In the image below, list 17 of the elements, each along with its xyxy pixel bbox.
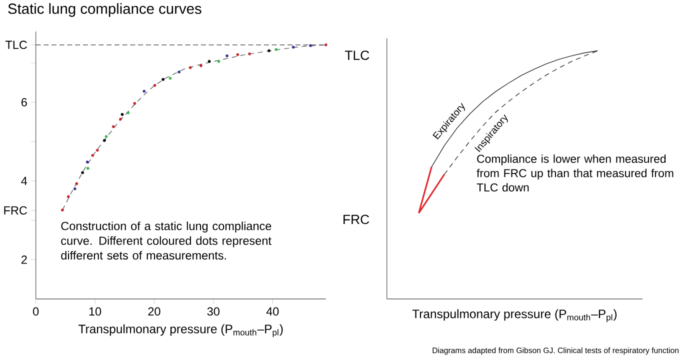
x-tick-label: 20 <box>148 307 160 316</box>
x-tick-label: 40 <box>266 307 279 316</box>
y-tick-label: TLC <box>5 40 27 50</box>
x-axis-title: Transpulmonary pressure (P$_{mouth}$–P$_{pl}$) <box>78 324 283 338</box>
chart-title: Static lung compliance curves <box>8 3 202 17</box>
x-tick-label: 0 <box>33 307 39 316</box>
text: FRC <box>344 214 370 224</box>
y-tick-label: 6 <box>21 98 27 106</box>
y-tick-label: 4 <box>21 176 28 186</box>
x-tick-label: 10 <box>89 307 102 316</box>
x-tick-label: 30 <box>207 307 220 316</box>
annotation: Compliance is lower when measured from FRC up than that measured from TLC down <box>476 154 674 192</box>
y-tick-label: FRC <box>4 206 27 215</box>
x-axis-title: Transpulmonary pressure (P$_{mouth}$–P$_{pl}$) <box>412 309 617 322</box>
y-tick-label: 2 <box>21 256 27 264</box>
annotation: Construction of a static lung compliance curve. Different coloured dots represent different sets of measurements. <box>61 222 272 260</box>
text: TLC <box>344 50 370 60</box>
